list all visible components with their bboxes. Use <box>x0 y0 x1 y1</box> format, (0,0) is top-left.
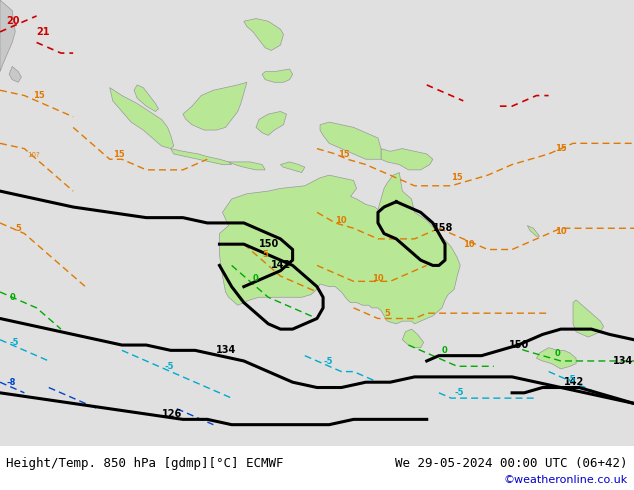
Text: 15: 15 <box>113 149 124 159</box>
Polygon shape <box>320 122 381 159</box>
Text: 15: 15 <box>34 91 45 100</box>
Text: 21: 21 <box>37 26 50 36</box>
Text: 5: 5 <box>15 224 21 233</box>
Text: 0: 0 <box>555 349 560 358</box>
Text: -8: -8 <box>6 378 15 387</box>
Text: 158: 158 <box>433 223 453 233</box>
Text: 0: 0 <box>9 293 15 302</box>
Text: 142: 142 <box>564 377 584 387</box>
Text: 126: 126 <box>162 409 182 418</box>
Text: 5: 5 <box>384 309 390 318</box>
Text: 10: 10 <box>372 274 384 283</box>
Polygon shape <box>280 162 305 172</box>
Text: 10: 10 <box>335 216 347 225</box>
Text: 0: 0 <box>442 346 448 355</box>
Polygon shape <box>0 0 634 446</box>
Text: 150: 150 <box>259 239 280 249</box>
Polygon shape <box>256 112 287 135</box>
Polygon shape <box>381 148 433 170</box>
Polygon shape <box>244 19 283 50</box>
Polygon shape <box>527 225 540 236</box>
Text: 0: 0 <box>253 274 259 283</box>
Text: 134: 134 <box>612 356 633 366</box>
Text: 134: 134 <box>216 345 236 355</box>
Text: 10?: 10? <box>27 151 40 158</box>
Text: 20: 20 <box>6 16 20 26</box>
Text: 15: 15 <box>339 149 350 159</box>
Text: -5: -5 <box>323 357 333 366</box>
Text: -5: -5 <box>9 338 18 347</box>
Text: 5: 5 <box>262 250 268 259</box>
Text: 15: 15 <box>555 144 567 153</box>
Polygon shape <box>229 162 265 170</box>
Polygon shape <box>171 148 231 165</box>
Polygon shape <box>262 69 293 82</box>
Polygon shape <box>0 0 15 72</box>
Polygon shape <box>219 172 460 324</box>
Polygon shape <box>573 300 604 337</box>
Text: 150: 150 <box>509 340 529 350</box>
Polygon shape <box>9 66 22 82</box>
Text: 10: 10 <box>555 226 566 236</box>
Text: 142: 142 <box>271 260 292 270</box>
Text: -5: -5 <box>454 389 463 397</box>
Text: 10: 10 <box>463 240 475 249</box>
Polygon shape <box>110 88 174 148</box>
Polygon shape <box>134 85 158 112</box>
Text: Height/Temp. 850 hPa [gdmp][°C] ECMWF: Height/Temp. 850 hPa [gdmp][°C] ECMWF <box>6 457 284 470</box>
Text: -5: -5 <box>567 375 576 384</box>
Text: -5: -5 <box>165 362 174 371</box>
Polygon shape <box>403 329 424 348</box>
Text: We 29-05-2024 00:00 UTC (06+42): We 29-05-2024 00:00 UTC (06+42) <box>395 457 628 470</box>
Polygon shape <box>183 82 247 130</box>
Text: ©weatheronline.co.uk: ©weatheronline.co.uk <box>503 475 628 485</box>
Text: 15: 15 <box>451 173 463 182</box>
Polygon shape <box>536 348 576 369</box>
